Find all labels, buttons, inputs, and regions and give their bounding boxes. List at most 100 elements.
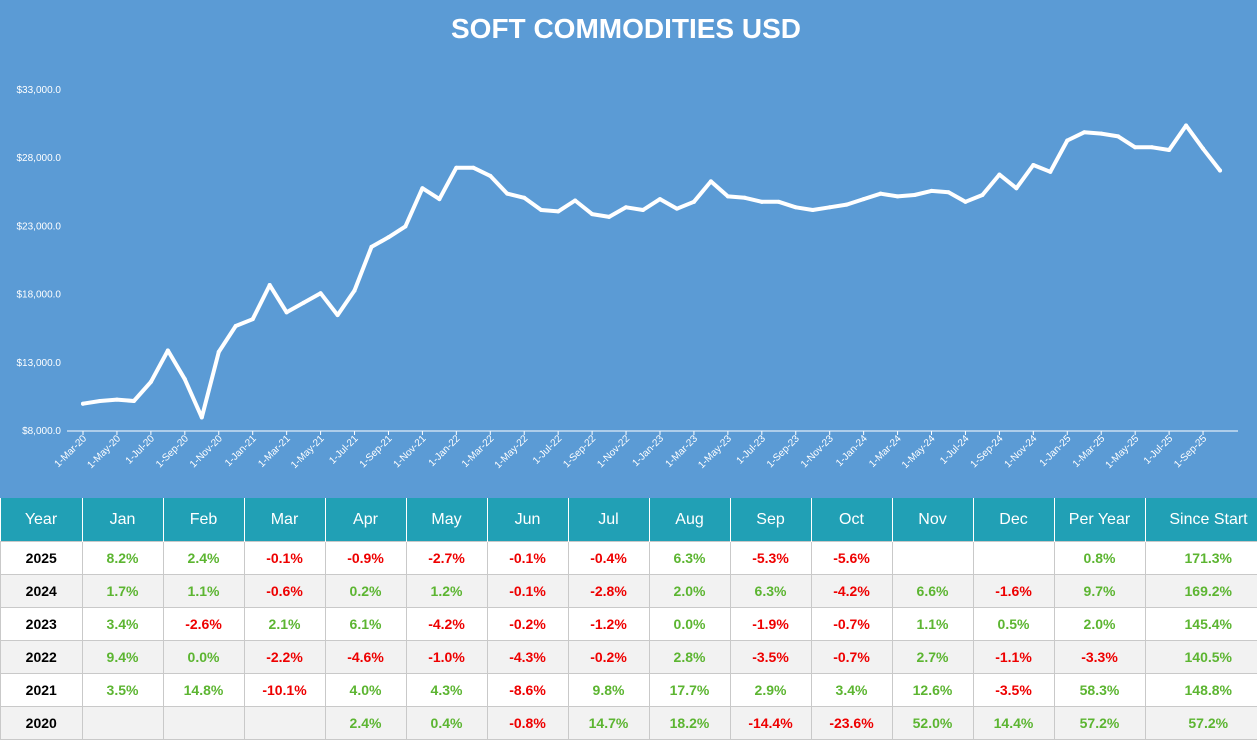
- return-cell: 169.2%: [1144, 574, 1257, 608]
- return-cell: 2.4%: [324, 706, 407, 740]
- return-cell: -2.6%: [162, 607, 245, 641]
- data-point: [250, 317, 255, 322]
- data-point: [827, 205, 832, 210]
- return-cell: 18.2%: [648, 706, 731, 740]
- return-cell: -0.1%: [486, 574, 569, 608]
- data-point: [725, 194, 730, 199]
- x-tick-label: 1-May-23: [696, 433, 734, 471]
- return-cell: 6.3%: [648, 541, 731, 575]
- x-tick-label: 1-Sep-22: [561, 433, 598, 470]
- x-tick-label: 1-Mar-25: [1071, 433, 1108, 470]
- data-point: [1201, 146, 1206, 151]
- return-cell: 14.7%: [567, 706, 650, 740]
- data-point: [895, 194, 900, 199]
- table-row: 2020 2.4% 0.4% -0.8% 14.7% 18.2% -14.4% -23.6% 5…: [0, 706, 1257, 740]
- return-cell: 2.9%: [729, 673, 812, 707]
- table-row: 2024 1.7% 1.1% -0.6% 0.2% 1.2% -0.1% -2.8% 2.0% 6…: [0, 574, 1257, 608]
- data-point: [641, 208, 646, 213]
- return-cell: -0.6%: [243, 574, 326, 608]
- return-cell: 1.1%: [162, 574, 245, 608]
- return-cell: 1.1%: [891, 607, 974, 641]
- x-tick-label: 1-Sep-21: [358, 433, 395, 470]
- data-point: [1218, 168, 1222, 173]
- return-cell: 148.8%: [1144, 673, 1257, 707]
- data-point: [607, 214, 612, 219]
- return-cell: -0.1%: [243, 541, 326, 575]
- return-cell: -1.2%: [567, 607, 650, 641]
- data-point: [980, 193, 985, 198]
- x-tick-label: 1-Jan-21: [223, 433, 259, 469]
- data-point: [1167, 148, 1172, 153]
- return-cell: -2.2%: [243, 640, 326, 674]
- data-point: [165, 348, 170, 353]
- data-point: [233, 323, 238, 328]
- data-point: [131, 398, 136, 403]
- x-axis: 1-Mar-201-May-20 1-Jul-201-Sep-201-Nov-20…: [53, 430, 1238, 471]
- year-cell: 2024: [0, 574, 83, 608]
- return-cell: -0.1%: [486, 541, 569, 575]
- y-tick-label: $23,000.0: [17, 221, 62, 232]
- return-cell: 0.0%: [162, 640, 245, 674]
- column-header: Dec: [972, 498, 1054, 542]
- return-cell: -2.8%: [567, 574, 650, 608]
- return-cell: 58.3%: [1053, 673, 1146, 707]
- y-axis: $8,000.0 $13,000.0 $18,000.0 $23,000.0 $28,0…: [17, 85, 62, 437]
- return-cell: 1.2%: [405, 574, 488, 608]
- data-point: [539, 208, 544, 213]
- data-point: [420, 186, 425, 191]
- x-tick-label: 1-Sep-24: [969, 433, 1006, 470]
- return-cell: [243, 706, 326, 740]
- x-tick-label: 1-May-25: [1104, 433, 1142, 471]
- x-tick-label: 1-Mar-24: [867, 433, 904, 470]
- return-cell: 2.7%: [891, 640, 974, 674]
- return-cell: 171.3%: [1144, 541, 1257, 575]
- return-cell: 9.7%: [1053, 574, 1146, 608]
- data-point: [1150, 145, 1155, 150]
- data-point: [97, 398, 102, 403]
- data-point: [1099, 131, 1104, 136]
- data-points: [81, 123, 1222, 420]
- return-cell: -1.6%: [972, 574, 1055, 608]
- data-point: [301, 300, 306, 305]
- return-cell: 2.1%: [243, 607, 326, 641]
- return-cell: -4.2%: [810, 574, 893, 608]
- return-cell: -14.4%: [729, 706, 812, 740]
- return-cell: -3.3%: [1053, 640, 1146, 674]
- return-cell: 2.0%: [648, 574, 731, 608]
- y-tick-label: $18,000.0: [17, 290, 62, 301]
- return-cell: -5.6%: [810, 541, 893, 575]
- data-point: [318, 291, 323, 296]
- column-header: Mar: [243, 498, 325, 542]
- year-cell: 2025: [0, 541, 83, 575]
- return-cell: 6.1%: [324, 607, 407, 641]
- data-point: [674, 206, 679, 211]
- y-tick-label: $28,000.0: [17, 153, 62, 164]
- return-cell: 4.3%: [405, 673, 488, 707]
- column-header: Jun: [486, 498, 568, 542]
- data-point: [742, 195, 747, 200]
- return-cell: -3.5%: [729, 640, 812, 674]
- data-point: [929, 188, 934, 193]
- x-tick-label: 1-May-22: [493, 433, 531, 471]
- data-point: [216, 349, 221, 354]
- return-cell: -5.3%: [729, 541, 812, 575]
- y-tick-label: $13,000.0: [17, 358, 62, 369]
- return-cell: 14.4%: [972, 706, 1055, 740]
- column-header: Since Start: [1144, 498, 1257, 542]
- column-header: Apr: [324, 498, 406, 542]
- table-row: 2021 3.5% 14.8% -10.1% 4.0% 4.3% -8.6% 9.8% 17.7…: [0, 673, 1257, 707]
- return-cell: 8.2%: [81, 541, 164, 575]
- x-tick-label: 1-Mar-22: [460, 433, 497, 470]
- data-point: [505, 191, 510, 196]
- table-body: 2025 8.2% 2.4% -0.1% -0.9% -2.7% -0.1% -0.4% 6.3…: [0, 541, 1257, 740]
- y-tick-label: $33,000.0: [17, 85, 62, 96]
- return-cell: -0.2%: [567, 640, 650, 674]
- return-cell: -3.5%: [972, 673, 1055, 707]
- x-tick-label: 1-Nov-21: [392, 433, 429, 470]
- data-point: [657, 197, 662, 202]
- x-tick-label: 1-Jul-20: [124, 433, 158, 467]
- data-point: [844, 202, 849, 207]
- data-point: [793, 205, 798, 210]
- return-cell: -0.2%: [486, 607, 569, 641]
- return-cell: 0.5%: [972, 607, 1055, 641]
